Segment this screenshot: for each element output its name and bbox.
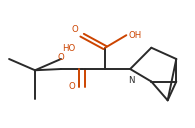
Text: HO: HO	[62, 44, 75, 53]
Text: O: O	[69, 82, 75, 91]
Text: N: N	[128, 76, 134, 85]
Text: OH: OH	[128, 31, 142, 40]
Text: O: O	[72, 25, 78, 34]
Text: O: O	[58, 53, 64, 62]
